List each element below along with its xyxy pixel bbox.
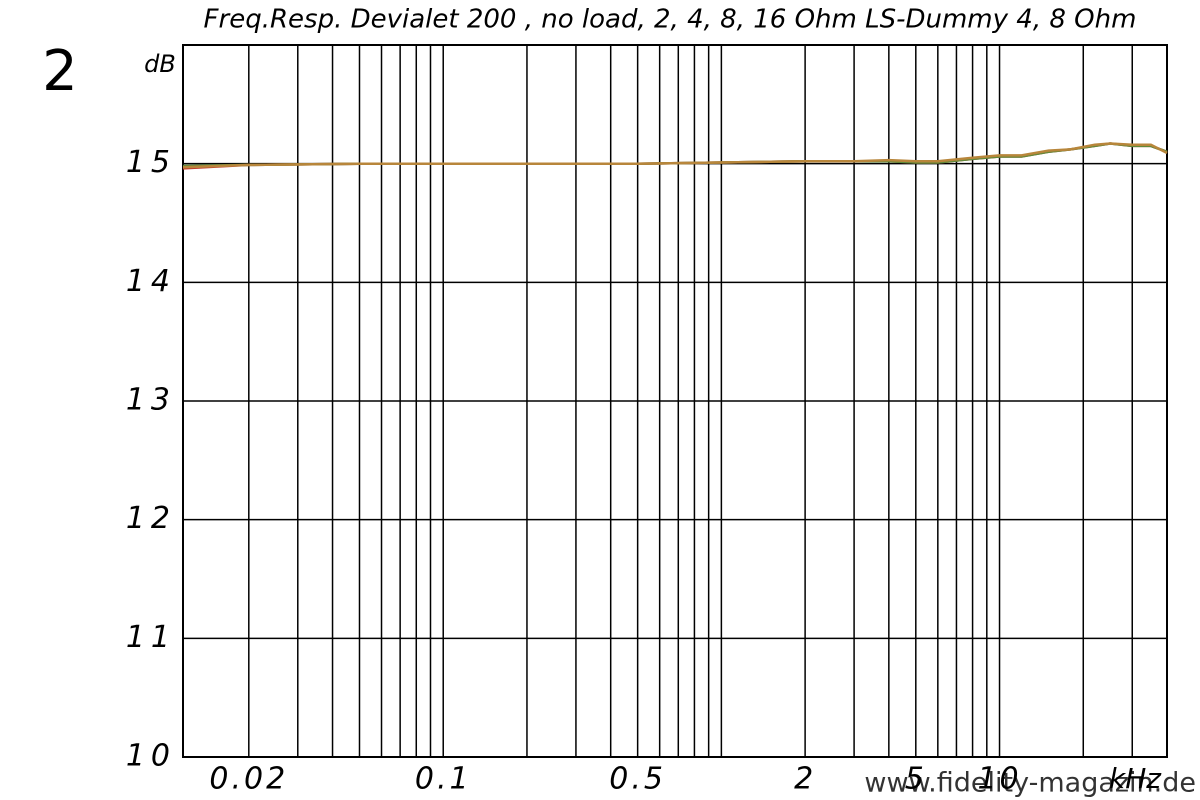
y-tick-label: 11 [126, 620, 176, 655]
chart-title: Freq.Resp. Devialet 200 , no load, 2, 4,… [204, 5, 1137, 35]
x-tick-label: 0.02 [209, 762, 288, 797]
x-tick-label: 10 [977, 762, 1021, 797]
y-tick-label: 12 [126, 501, 176, 536]
x-tick-label: 0.1 [415, 762, 472, 797]
x-axis-label: kHz [1109, 762, 1162, 795]
x-tick-label: 5 [905, 762, 927, 797]
x-tick-label: 0.5 [609, 762, 666, 797]
x-tick-label: 2 [794, 762, 816, 797]
y-axis-label: dB [144, 50, 176, 78]
watermark: www.fidelity-magazin.de [864, 768, 1196, 799]
series-line [182, 142, 1168, 169]
y-tick-label: 14 [126, 264, 176, 299]
y-tick-label: 13 [126, 383, 176, 418]
y-tick-label: 15 [126, 145, 176, 180]
figure-label: 2 [42, 39, 78, 104]
y-tick-label: 10 [126, 739, 176, 774]
